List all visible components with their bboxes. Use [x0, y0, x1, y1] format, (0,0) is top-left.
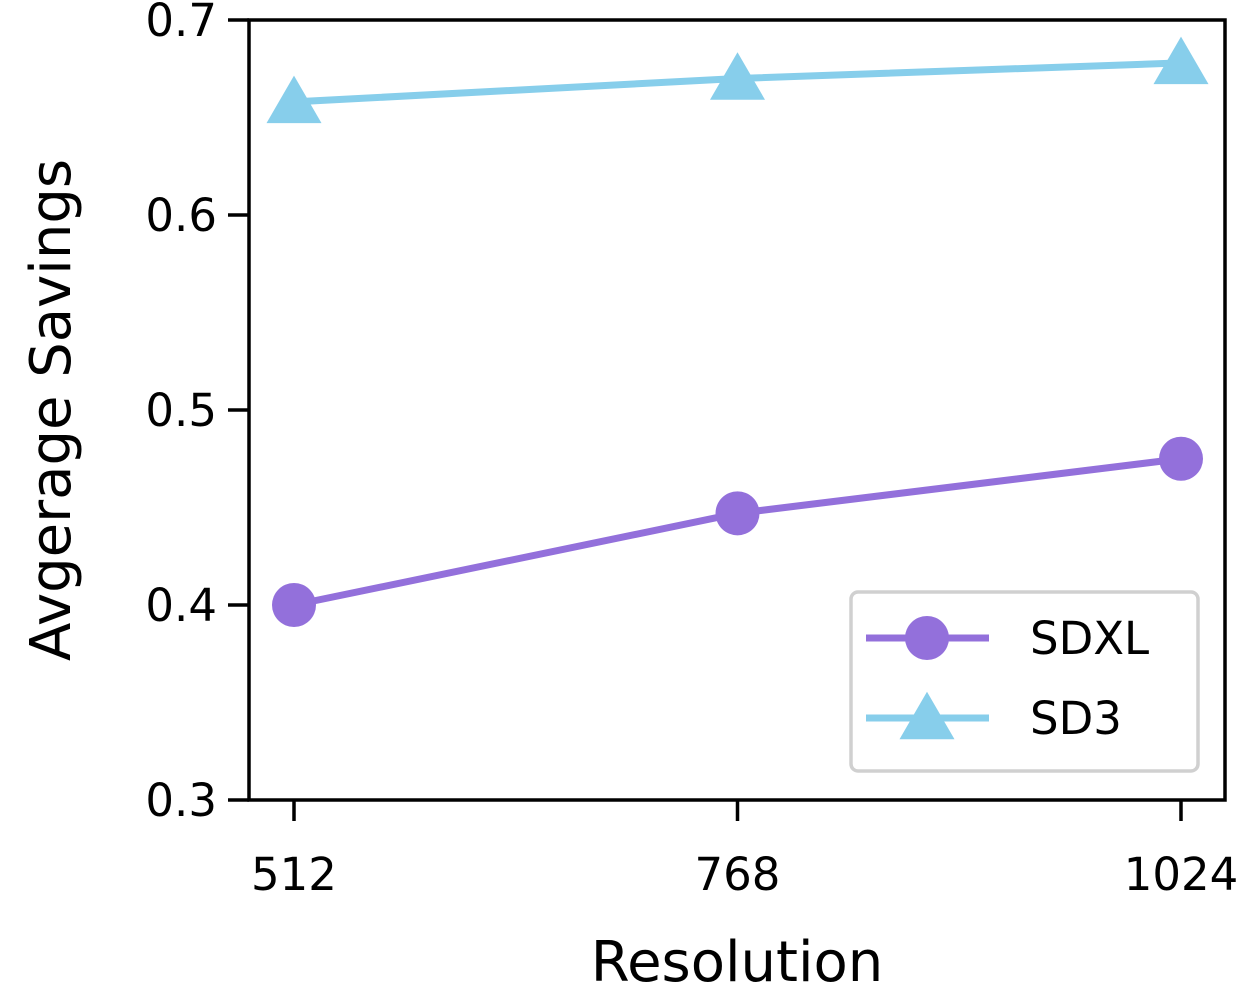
legend-entry-sdxl: SDXL [866, 612, 1149, 665]
data-point [1153, 36, 1209, 85]
y-tick-label: 0.3 [145, 774, 217, 827]
data-point [272, 583, 316, 627]
data-point [715, 491, 760, 536]
legend-marker [899, 691, 955, 740]
data-point [710, 52, 765, 100]
legend-marker [905, 616, 949, 660]
series-sd3 [266, 36, 1209, 124]
data-point [1159, 436, 1203, 481]
x-tick-label: 768 [695, 848, 781, 901]
legend-label: SD3 [1030, 692, 1122, 745]
y-tick-label: 0.6 [145, 189, 217, 242]
y-axis-label: Avgerage Savings [19, 159, 84, 661]
y-tick-label: 0.4 [145, 579, 217, 632]
x-axis-label: Resolution [591, 930, 884, 995]
x-axis: 512 768 1024 [251, 800, 1238, 901]
legend-entries: SDXL SD3 [866, 612, 1149, 745]
y-tick-label: 0.7 [145, 0, 217, 47]
data-point [266, 75, 322, 124]
y-axis: 0.3 0.4 0.5 0.6 0.7 [145, 0, 249, 827]
y-tick-label: 0.5 [145, 384, 217, 437]
x-tick-label: 1024 [1124, 848, 1239, 901]
series-sdxl [272, 436, 1203, 627]
series-layer [266, 36, 1209, 627]
legend-entry-sd3: SD3 [866, 691, 1122, 745]
x-tick-label: 512 [251, 848, 337, 901]
legend-label: SDXL [1030, 612, 1149, 665]
legend: SDXL SD3 [849, 590, 1200, 773]
